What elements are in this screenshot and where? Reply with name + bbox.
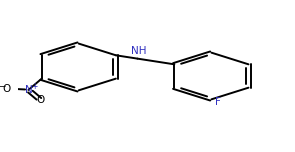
Text: O: O [3,84,11,94]
Text: F: F [215,97,221,107]
Text: NH: NH [131,46,147,56]
Text: +: + [31,82,38,91]
Text: N: N [24,85,32,95]
Text: −: − [0,81,5,90]
Text: O: O [37,95,45,105]
